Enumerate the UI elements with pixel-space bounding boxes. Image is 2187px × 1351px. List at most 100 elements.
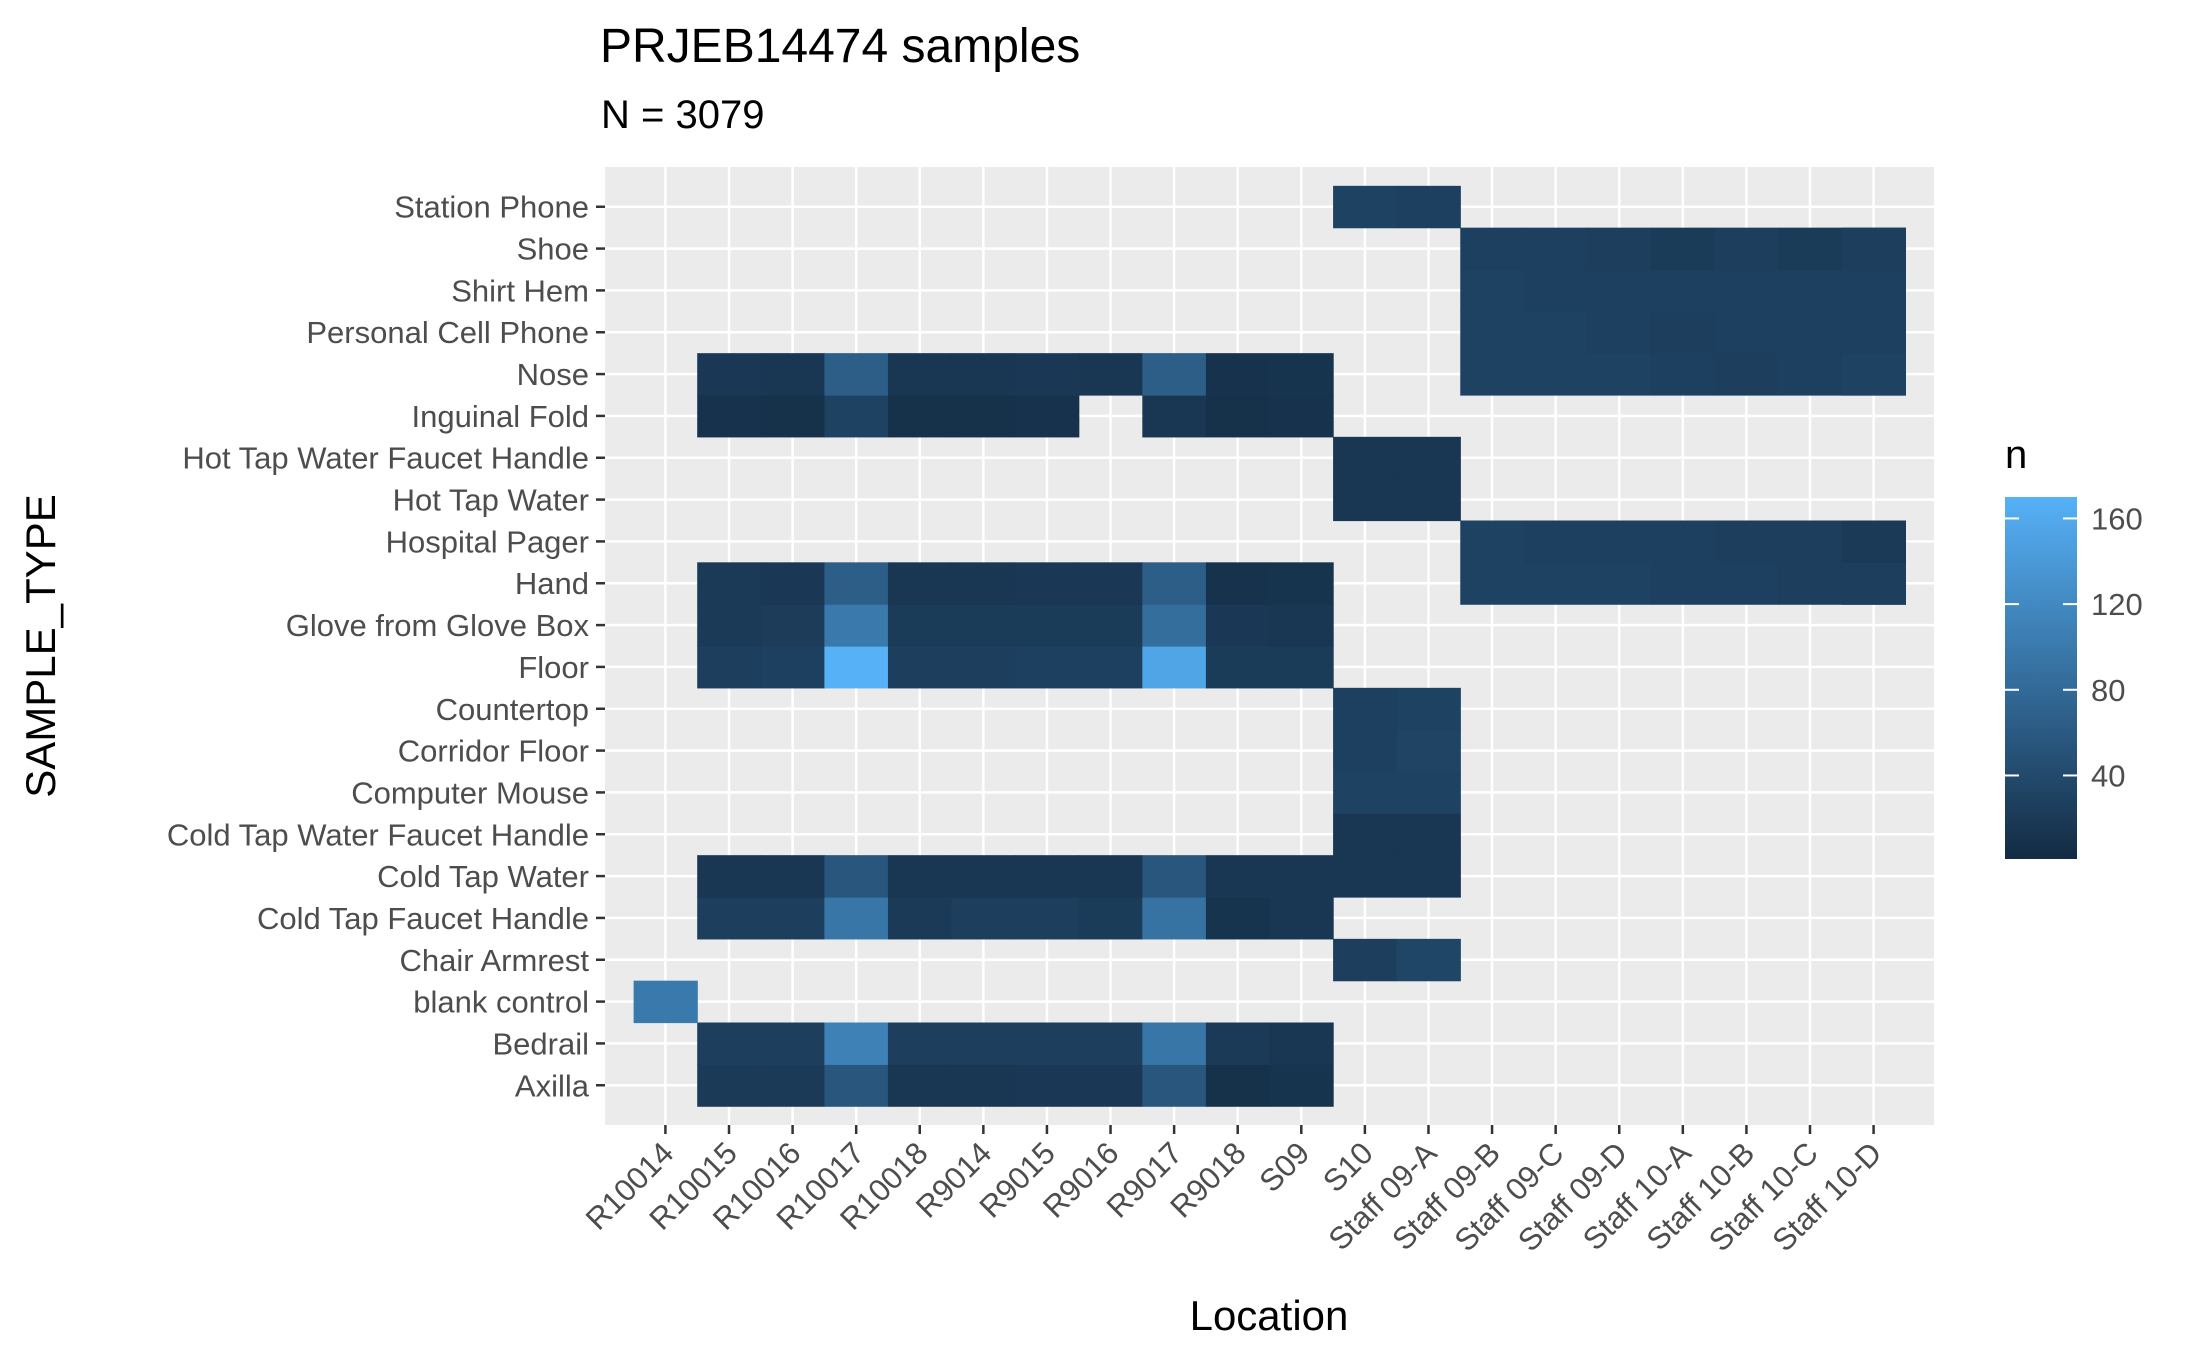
heatmap-cell [887,353,953,396]
heatmap-cell [951,353,1016,396]
heatmap-cell [1587,227,1652,271]
heatmap-cell [1078,562,1143,605]
heatmap-cell [1523,311,1589,354]
heatmap-cells [633,185,1906,1107]
heatmap-cell [887,646,953,689]
heatmap-cell [951,604,1016,647]
heatmap-cell [1333,813,1398,856]
heatmap-cell [1778,227,1843,271]
heatmap-cell [1078,855,1143,898]
heatmap-cell [697,353,762,396]
heatmap-cell [1078,897,1143,940]
heatmap-cell [1523,562,1589,605]
heatmap-cell [887,897,953,940]
y-tick-label: Station Phone [394,190,589,225]
y-tick-label: Inguinal Fold [411,399,589,434]
y-axis: Axilla Bedrail blank control Chair Armrest C… [167,190,605,1103]
y-tick-label: Cold Tap Water [377,859,589,894]
heatmap-cell [1714,311,1779,354]
heatmap-cell [1333,478,1398,522]
y-tick-label: Chair Armrest [400,943,590,978]
heatmap-cell [1333,771,1398,814]
heatmap-cell [1015,604,1080,647]
y-tick-label: Hand [515,566,589,601]
heatmap-cell [824,562,889,605]
heatmap-cell [1587,311,1652,354]
heatmap-cell [1778,353,1843,396]
heatmap-cell [1841,227,1906,271]
heatmap-cell [1841,353,1906,396]
heatmap-cell [1205,855,1271,898]
heatmap-cell [1396,938,1461,982]
y-tick-label: Cold Tap Faucet Handle [257,901,589,936]
heatmap-cell [1205,1064,1271,1107]
heatmap-cell [1651,562,1716,605]
heatmap-cell [1205,1022,1271,1065]
heatmap-cell [951,646,1016,689]
heatmap-cell [760,1064,825,1107]
heatmap-cell [824,646,889,689]
heatmap-cell [697,1064,762,1107]
y-tick-label: Personal Cell Phone [306,315,589,350]
heatmap-cell [1841,562,1906,605]
heatmap-cell [824,394,889,438]
heatmap-cell [1205,897,1271,940]
heatmap-cell [1651,353,1716,396]
heatmap-cell [1142,897,1207,940]
y-tick-label: Computer Mouse [351,775,589,810]
heatmap-cell [1269,1022,1334,1065]
heatmap-cell [1396,436,1461,480]
heatmap-cell [824,353,889,396]
heatmap-cell [1587,562,1652,605]
heatmap-cell [1333,855,1398,898]
heatmap-cell [633,980,698,1024]
heatmap-cell [1651,520,1716,563]
heatmap-cell [760,353,825,396]
heatmap-cell [887,1022,953,1065]
heatmap-cell [887,562,953,605]
heatmap-cell [1269,855,1334,898]
heatmap-cell [824,604,889,647]
heatmap-cell [1841,311,1906,354]
heatmap-cell [1015,353,1080,396]
heatmap-cell [887,1064,953,1107]
heatmap-cell [1523,353,1589,396]
heatmap-cell [697,604,762,647]
y-tick-label: Glove from Glove Box [286,608,590,643]
heatmap-cell [697,855,762,898]
y-tick-label: Axilla [515,1068,590,1103]
heatmap-cell [1523,520,1589,563]
heatmap-cell [1396,771,1461,814]
heatmap-cell [1460,227,1525,271]
heatmap-cell [1841,520,1906,563]
x-axis-title: Location [1190,1292,1349,1339]
y-tick-label: blank control [413,985,589,1020]
heatmap-cell [824,1064,889,1107]
heatmap-cell [1078,646,1143,689]
heatmap-cell [1269,353,1334,396]
heatmap-cell [760,855,825,898]
y-tick-label: Shirt Hem [451,273,589,308]
heatmap-cell [1015,1022,1080,1065]
heatmap-cell [1333,729,1398,773]
y-tick-label: Shoe [517,232,589,267]
heatmap-cell [1333,185,1398,229]
heatmap-cell [1587,269,1652,312]
y-tick-label: Countertop [436,692,589,727]
color-legend: n 40 80 120 160 [2005,433,2143,859]
heatmap-cell [1205,353,1271,396]
heatmap-cell [1015,855,1080,898]
heatmap-cell [887,855,953,898]
legend-tick-label: 40 [2091,758,2125,793]
heatmap-cell [1523,269,1589,312]
heatmap-cell [1714,353,1779,396]
heatmap-cell [697,897,762,940]
heatmap-cell [1460,353,1525,396]
legend-tick-label: 120 [2091,587,2143,622]
heatmap-cell [760,646,825,689]
heatmap-cell [1714,562,1779,605]
legend-ticks: 40 80 120 160 [2005,501,2143,793]
y-tick-label: Cold Tap Water Faucet Handle [167,817,589,852]
heatmap-cell [1015,897,1080,940]
